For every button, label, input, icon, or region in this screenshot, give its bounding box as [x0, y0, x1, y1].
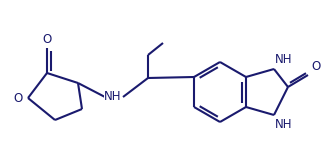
Text: NH: NH — [275, 53, 292, 66]
Text: O: O — [311, 60, 320, 73]
Text: O: O — [42, 33, 52, 46]
Text: NH: NH — [104, 91, 122, 103]
Text: NH: NH — [275, 118, 292, 131]
Text: O: O — [14, 91, 23, 105]
